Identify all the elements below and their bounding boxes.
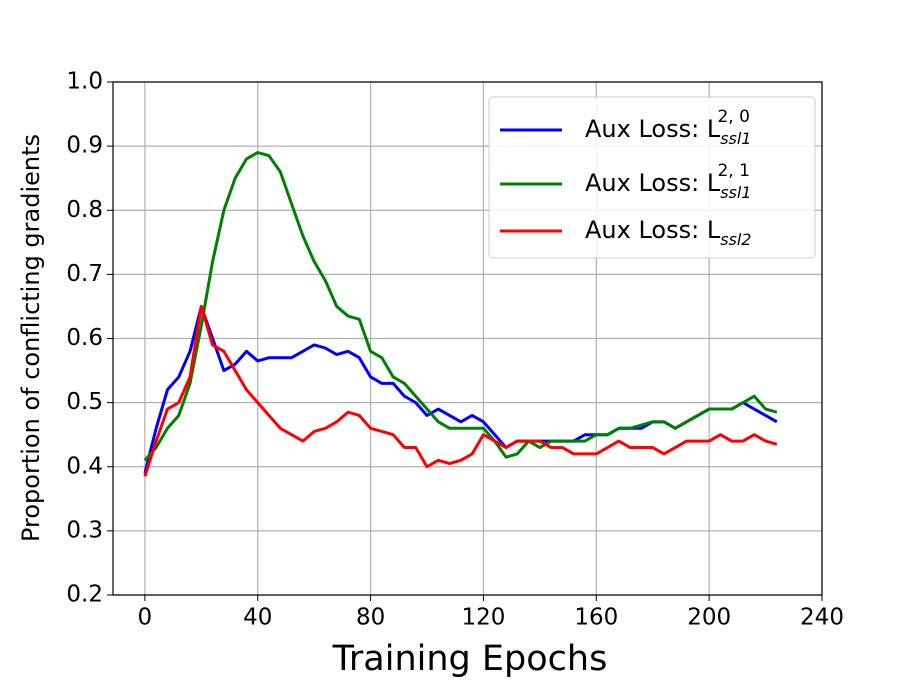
y-tick-label: 0.3 [66, 517, 103, 543]
x-tick-label: 0 [138, 605, 153, 631]
y-tick-label: 1.0 [66, 69, 103, 95]
legend-label: Aux Loss: Lssl1 2, 0 [585, 107, 751, 148]
y-tick-label: 0.7 [66, 261, 103, 287]
legend-label: Aux Loss: Lssl2 [585, 216, 751, 249]
legend-name: Aux Loss: L [585, 169, 721, 197]
legend-name: Aux Loss: L [585, 115, 721, 143]
y-tick-label: 0.9 [66, 133, 103, 159]
x-tick-label: 200 [687, 605, 731, 631]
x-tick-label: 40 [243, 605, 272, 631]
x-tick-label: 120 [461, 605, 505, 631]
y-tick-label: 0.4 [66, 453, 103, 479]
y-tick-label: 0.6 [66, 325, 103, 351]
y-axis-label: Proportion of conflicting gradients [17, 134, 45, 542]
y-tick-label: 0.5 [66, 389, 103, 415]
data-line [143, 304, 778, 477]
legend-name: Aux Loss: L [585, 216, 721, 244]
x-axis-label: Training Epochs [332, 639, 608, 679]
legend-box [488, 96, 816, 259]
x-tick-label: 80 [356, 605, 385, 631]
y-tick-label: 0.2 [66, 582, 103, 608]
legend-superscript: 2, 1 [717, 161, 749, 181]
legend-subscript: ssl1 [720, 129, 751, 148]
legend-subscript: ssl1 [720, 183, 751, 202]
axes-frame [112, 81, 823, 596]
data-line [143, 304, 778, 474]
legend-superscript: 2, 0 [717, 107, 749, 127]
data-line [143, 151, 778, 462]
legend-subscript: ssl2 [720, 230, 751, 249]
x-tick-label: 240 [800, 605, 844, 631]
y-tick-label: 0.8 [66, 197, 103, 223]
legend-label: Aux Loss: Lssl1 2, 1 [585, 161, 751, 202]
x-tick-label: 160 [574, 605, 618, 631]
